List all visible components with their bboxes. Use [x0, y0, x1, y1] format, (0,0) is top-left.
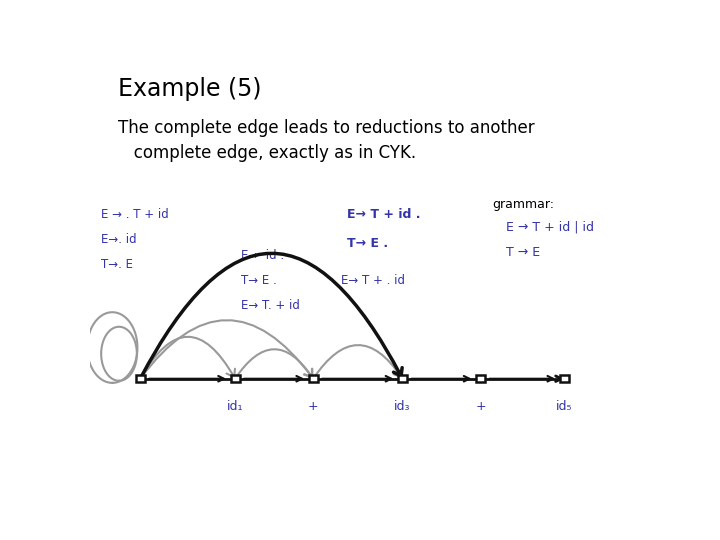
- Text: E → T + id | id: E → T + id | id: [505, 221, 594, 234]
- Bar: [560, 375, 569, 382]
- Text: E→ T + id .: E→ T + id .: [347, 208, 420, 221]
- Text: id₃: id₃: [395, 400, 410, 413]
- FancyArrowPatch shape: [313, 345, 402, 379]
- FancyArrowPatch shape: [235, 349, 312, 379]
- Text: E → . T + id: E → . T + id: [101, 208, 169, 221]
- FancyArrowPatch shape: [140, 253, 402, 379]
- Bar: [309, 375, 318, 382]
- Text: E→  id .: E→ id .: [240, 249, 284, 262]
- Text: +: +: [475, 400, 486, 413]
- Text: The complete edge leads to reductions to another: The complete edge leads to reductions to…: [118, 119, 534, 137]
- Text: T → E: T → E: [505, 246, 540, 259]
- Bar: [398, 375, 407, 382]
- Text: complete edge, exactly as in CYK.: complete edge, exactly as in CYK.: [118, 144, 416, 162]
- Text: T→ E .: T→ E .: [347, 237, 388, 250]
- FancyArrowPatch shape: [140, 320, 312, 379]
- Text: E→ T + . id: E→ T + . id: [341, 274, 405, 287]
- Text: E→. id: E→. id: [101, 233, 137, 246]
- Bar: [136, 375, 145, 382]
- Bar: [230, 375, 240, 382]
- Text: T→ E .: T→ E .: [240, 274, 276, 287]
- Text: E→ T. + id: E→ T. + id: [240, 299, 300, 312]
- FancyArrowPatch shape: [140, 337, 235, 379]
- Text: id₅: id₅: [556, 400, 572, 413]
- Text: grammar:: grammar:: [492, 198, 554, 211]
- Text: id₁: id₁: [227, 400, 243, 413]
- Bar: [476, 375, 485, 382]
- Text: +: +: [308, 400, 318, 413]
- Text: Example (5): Example (5): [118, 77, 261, 102]
- Text: T→. E: T→. E: [101, 258, 133, 271]
